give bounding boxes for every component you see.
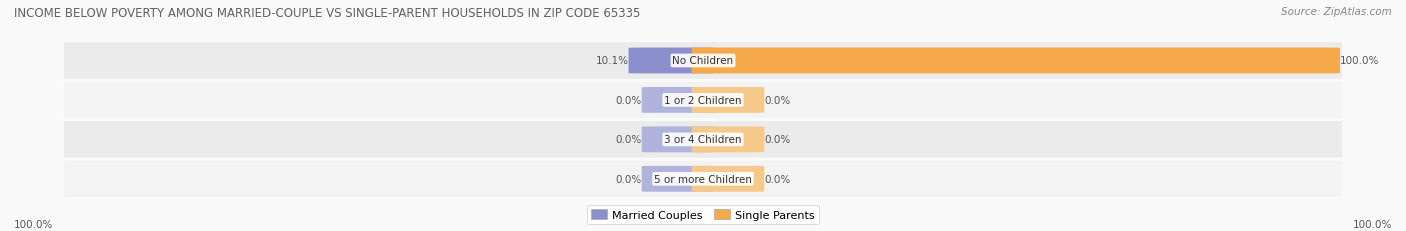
Text: 10.1%: 10.1%: [596, 56, 628, 66]
Text: 0.0%: 0.0%: [616, 95, 641, 106]
Text: 0.0%: 0.0%: [765, 135, 790, 145]
FancyBboxPatch shape: [628, 48, 714, 74]
Text: 0.0%: 0.0%: [616, 135, 641, 145]
Text: 5 or more Children: 5 or more Children: [654, 174, 752, 184]
FancyBboxPatch shape: [63, 121, 1343, 158]
FancyBboxPatch shape: [641, 88, 714, 113]
FancyBboxPatch shape: [692, 48, 1340, 74]
FancyBboxPatch shape: [63, 82, 1343, 119]
Text: 100.0%: 100.0%: [1353, 219, 1392, 229]
FancyBboxPatch shape: [63, 43, 1343, 80]
Text: 100.0%: 100.0%: [1340, 56, 1379, 66]
FancyBboxPatch shape: [692, 166, 765, 192]
FancyBboxPatch shape: [63, 160, 1343, 198]
Text: 0.0%: 0.0%: [765, 174, 790, 184]
FancyBboxPatch shape: [641, 127, 714, 153]
FancyBboxPatch shape: [641, 166, 714, 192]
Text: INCOME BELOW POVERTY AMONG MARRIED-COUPLE VS SINGLE-PARENT HOUSEHOLDS IN ZIP COD: INCOME BELOW POVERTY AMONG MARRIED-COUPL…: [14, 7, 641, 20]
Text: 100.0%: 100.0%: [14, 219, 53, 229]
Text: 0.0%: 0.0%: [765, 95, 790, 106]
FancyBboxPatch shape: [692, 127, 765, 153]
Text: 0.0%: 0.0%: [616, 174, 641, 184]
Text: 1 or 2 Children: 1 or 2 Children: [664, 95, 742, 106]
FancyBboxPatch shape: [692, 88, 765, 113]
Legend: Married Couples, Single Parents: Married Couples, Single Parents: [586, 205, 820, 224]
Text: 3 or 4 Children: 3 or 4 Children: [664, 135, 742, 145]
Text: Source: ZipAtlas.com: Source: ZipAtlas.com: [1281, 7, 1392, 17]
Text: No Children: No Children: [672, 56, 734, 66]
